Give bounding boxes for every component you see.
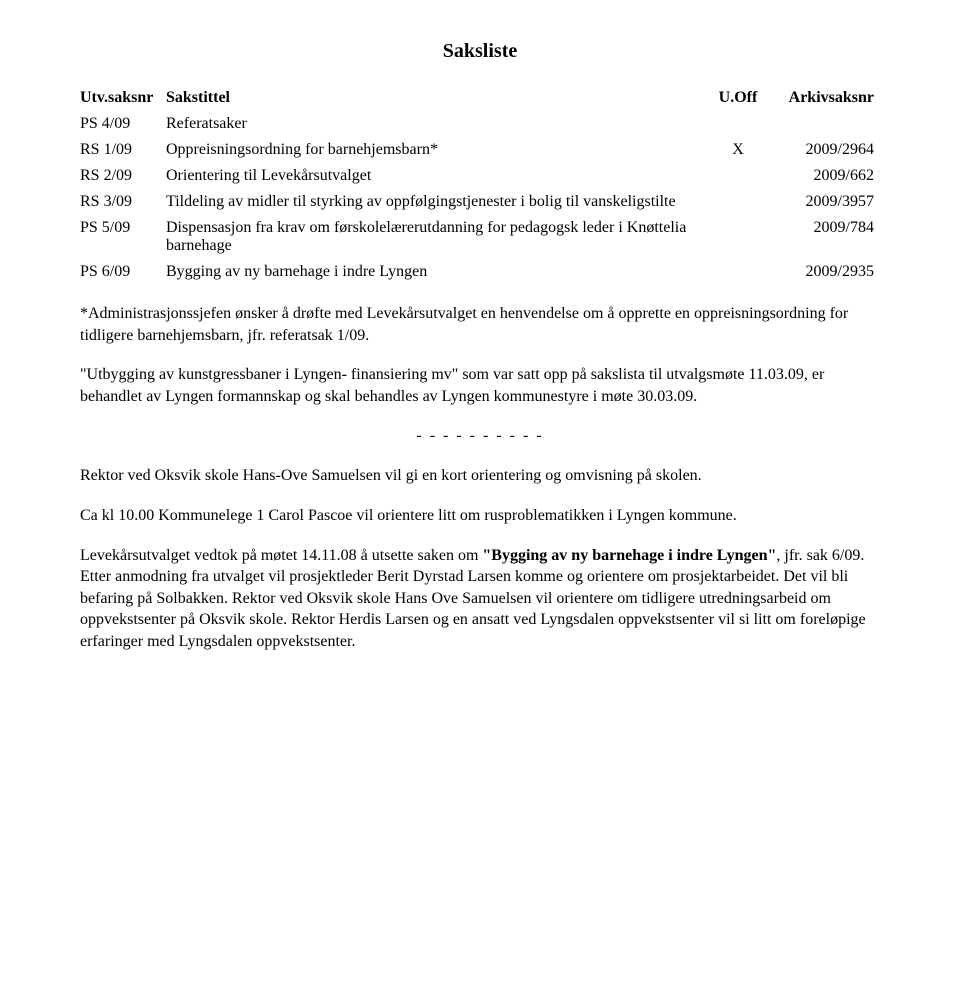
cell-tittel: Dispensasjon fra krav om førskolelærerut… — [166, 215, 708, 259]
header-tittel: Sakstittel — [166, 85, 708, 111]
paragraph-admin-note: *Administrasjonssjefen ønsker å drøfte m… — [80, 303, 880, 346]
table-header-row: Utv.saksnr Sakstittel U.Off Arkivsaksnr — [80, 85, 880, 111]
paragraph-kommunelege: Ca kl 10.00 Kommunelege 1 Carol Pascoe v… — [80, 505, 880, 527]
paragraph-rektor: Rektor ved Oksvik skole Hans-Ove Samuels… — [80, 465, 880, 487]
table-row: RS 1/09 Oppreisningsordning for barnehje… — [80, 137, 880, 163]
separator-dashes: - - - - - - - - - - — [80, 427, 880, 445]
table-row: RS 3/09 Tildeling av midler til styrking… — [80, 189, 880, 215]
cell-uoff — [708, 215, 774, 259]
header-uoff: U.Off — [708, 85, 774, 111]
header-arkiv: Arkivsaksnr — [774, 85, 880, 111]
cell-uoff — [708, 259, 774, 285]
cell-arkiv: 2009/2935 — [774, 259, 880, 285]
cell-tittel: Tildeling av midler til styrking av oppf… — [166, 189, 708, 215]
cell-arkiv: 2009/2964 — [774, 137, 880, 163]
cell-tittel: Referatsaker — [166, 111, 708, 137]
cell-arkiv: 2009/662 — [774, 163, 880, 189]
document-title: Saksliste — [80, 40, 880, 63]
cell-uoff — [708, 111, 774, 137]
cell-uoff — [708, 163, 774, 189]
paragraph-levekaar: Levekårsutvalget vedtok på møtet 14.11.0… — [80, 545, 880, 653]
table-row: PS 5/09 Dispensasjon fra krav om førskol… — [80, 215, 880, 259]
cell-saksnr: RS 2/09 — [80, 163, 166, 189]
cell-uoff: X — [708, 137, 774, 163]
header-saksnr: Utv.saksnr — [80, 85, 166, 111]
cell-uoff — [708, 189, 774, 215]
cell-saksnr: PS 4/09 — [80, 111, 166, 137]
cell-saksnr: PS 5/09 — [80, 215, 166, 259]
table-row: PS 6/09 Bygging av ny barnehage i indre … — [80, 259, 880, 285]
cell-arkiv — [774, 111, 880, 137]
table-row: RS 2/09 Orientering til Levekårsutvalget… — [80, 163, 880, 189]
cell-saksnr: RS 1/09 — [80, 137, 166, 163]
p5-bold-text: "Bygging av ny barnehage i indre Lyngen" — [482, 547, 776, 564]
cell-arkiv: 2009/3957 — [774, 189, 880, 215]
table-row: PS 4/09 Referatsaker — [80, 111, 880, 137]
cell-saksnr: RS 3/09 — [80, 189, 166, 215]
cell-tittel: Bygging av ny barnehage i indre Lyngen — [166, 259, 708, 285]
paragraph-utbygging: "Utbygging av kunstgressbaner i Lyngen- … — [80, 364, 880, 407]
cell-tittel: Orientering til Levekårsutvalget — [166, 163, 708, 189]
document-page: Saksliste Utv.saksnr Sakstittel U.Off Ar… — [0, 0, 960, 693]
saksliste-table: Utv.saksnr Sakstittel U.Off Arkivsaksnr … — [80, 85, 880, 285]
cell-arkiv: 2009/784 — [774, 215, 880, 259]
cell-tittel: Oppreisningsordning for barnehjemsbarn* — [166, 137, 708, 163]
cell-saksnr: PS 6/09 — [80, 259, 166, 285]
p5-pre-text: Levekårsutvalget vedtok på møtet 14.11.0… — [80, 547, 482, 564]
